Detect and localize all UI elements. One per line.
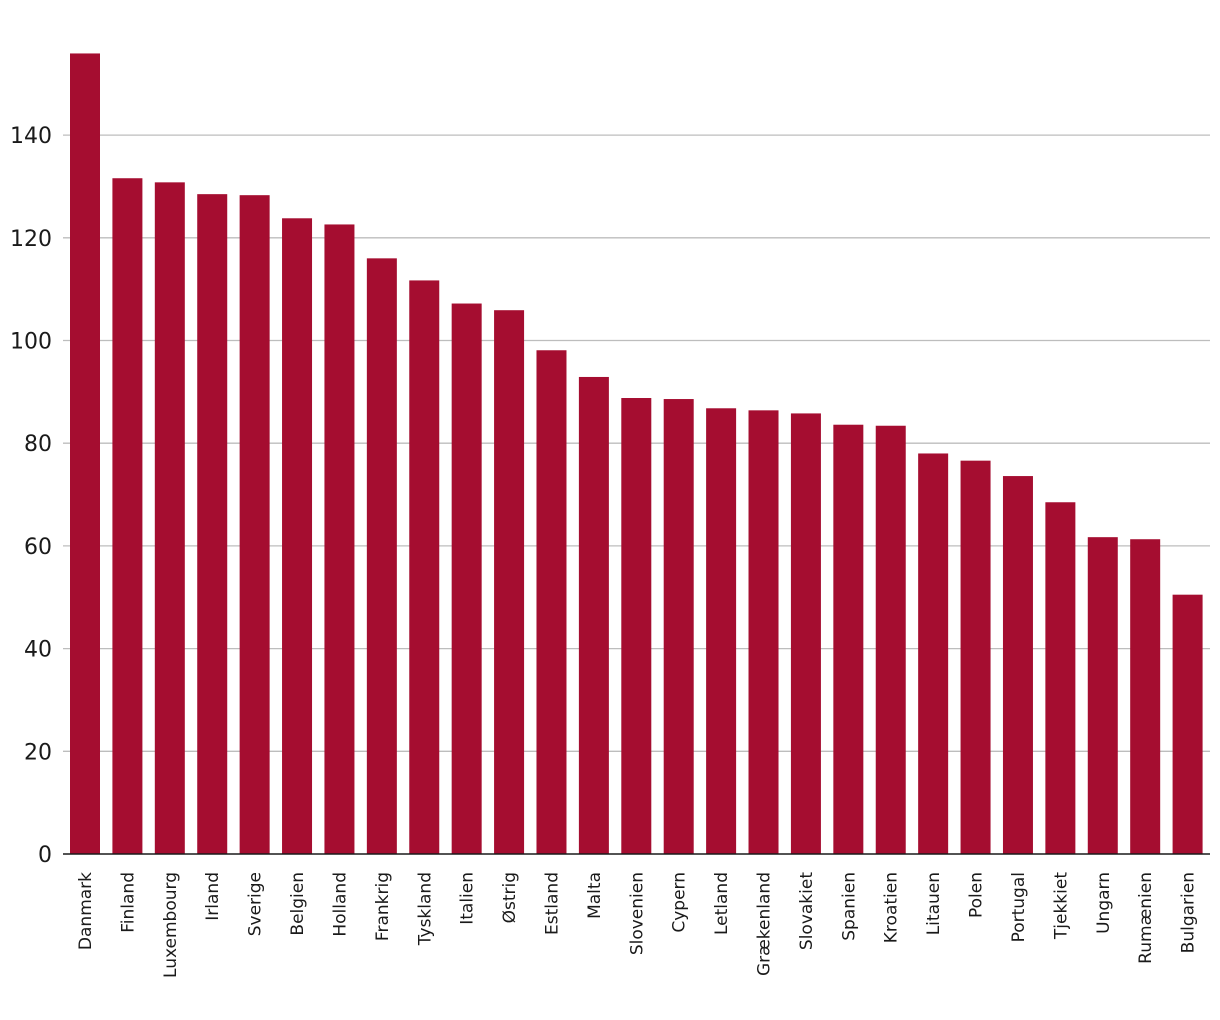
bar-polen xyxy=(960,460,991,854)
x-category-label: Finland xyxy=(118,872,138,933)
bar-estland xyxy=(536,350,567,854)
bar-østrig xyxy=(494,310,525,854)
x-category-label: Spanien xyxy=(839,872,859,941)
x-category-label: Letland xyxy=(712,872,732,935)
x-category-label: Estland xyxy=(542,872,562,935)
bar-rumænien xyxy=(1130,539,1161,854)
bar-slovakiet xyxy=(790,413,821,854)
x-category-label: Portugal xyxy=(1009,872,1029,942)
x-category-label: Belgien xyxy=(288,872,308,936)
bar-bulgarien xyxy=(1172,594,1203,854)
x-axis-category-labels: Danmark Finland Luxembourg Irland Sverige Bel… xyxy=(76,872,1199,978)
bar-irland xyxy=(197,194,228,855)
bar-holland xyxy=(324,224,355,855)
bar-grækenland xyxy=(748,410,779,854)
bar-letland xyxy=(706,408,737,854)
x-category-label: Slovenien xyxy=(627,872,647,955)
x-category-label: Irland xyxy=(203,872,223,921)
x-category-label: Danmark xyxy=(76,872,96,950)
y-tick-label: 80 xyxy=(24,432,52,457)
bar-litauen xyxy=(918,453,949,854)
bar-finland xyxy=(112,178,143,854)
x-category-label: Frankrig xyxy=(373,872,393,941)
bar-tjekkiet xyxy=(1045,502,1076,854)
y-tick-label: 20 xyxy=(24,740,52,765)
y-tick-label: 100 xyxy=(10,330,52,355)
y-tick-label: 0 xyxy=(38,843,52,868)
bar-spanien xyxy=(833,424,864,854)
bar-malta xyxy=(578,376,609,854)
x-category-label: Malta xyxy=(585,872,605,919)
bars xyxy=(70,53,1203,855)
x-category-label: Grækenland xyxy=(755,872,775,976)
bar-danmark xyxy=(70,53,100,855)
bar-portugal xyxy=(1002,476,1033,854)
x-category-label: Litauen xyxy=(924,872,944,935)
x-category-label: Østrig xyxy=(500,872,520,923)
y-tick-label: 140 xyxy=(10,124,52,149)
bar-cypern xyxy=(663,399,694,854)
y-axis-tick-labels: 0 20 40 60 80 100 120 140 xyxy=(10,124,52,868)
y-tick-label: 120 xyxy=(10,227,52,252)
x-category-label: Ungarn xyxy=(1094,872,1114,934)
bar-luxembourg xyxy=(154,182,185,855)
x-category-label: Tyskland xyxy=(415,872,435,946)
x-category-label: Kroatien xyxy=(882,872,902,943)
x-category-label: Bulgarien xyxy=(1179,872,1199,953)
bar-sverige xyxy=(239,195,270,854)
x-category-label: Polen xyxy=(967,872,987,918)
x-category-label: Slovakiet xyxy=(797,872,817,950)
x-category-label: Luxembourg xyxy=(161,872,181,978)
x-category-label: Italien xyxy=(458,872,478,925)
bar-belgien xyxy=(282,218,313,855)
bar-tyskland xyxy=(409,280,440,854)
bar-ungarn xyxy=(1087,537,1118,854)
y-tick-label: 60 xyxy=(24,535,52,560)
bar-kroatien xyxy=(875,425,906,854)
bar-slovenien xyxy=(621,398,652,854)
bar-italien xyxy=(451,303,482,854)
bar-frankrig xyxy=(366,258,397,855)
x-category-label: Cypern xyxy=(670,872,690,933)
x-category-label: Sverige xyxy=(246,872,266,936)
y-tick-label: 40 xyxy=(24,638,52,663)
x-category-label: Tjekkiet xyxy=(1051,872,1071,940)
x-category-label: Rumænien xyxy=(1136,872,1156,964)
x-category-label: Holland xyxy=(330,872,350,937)
